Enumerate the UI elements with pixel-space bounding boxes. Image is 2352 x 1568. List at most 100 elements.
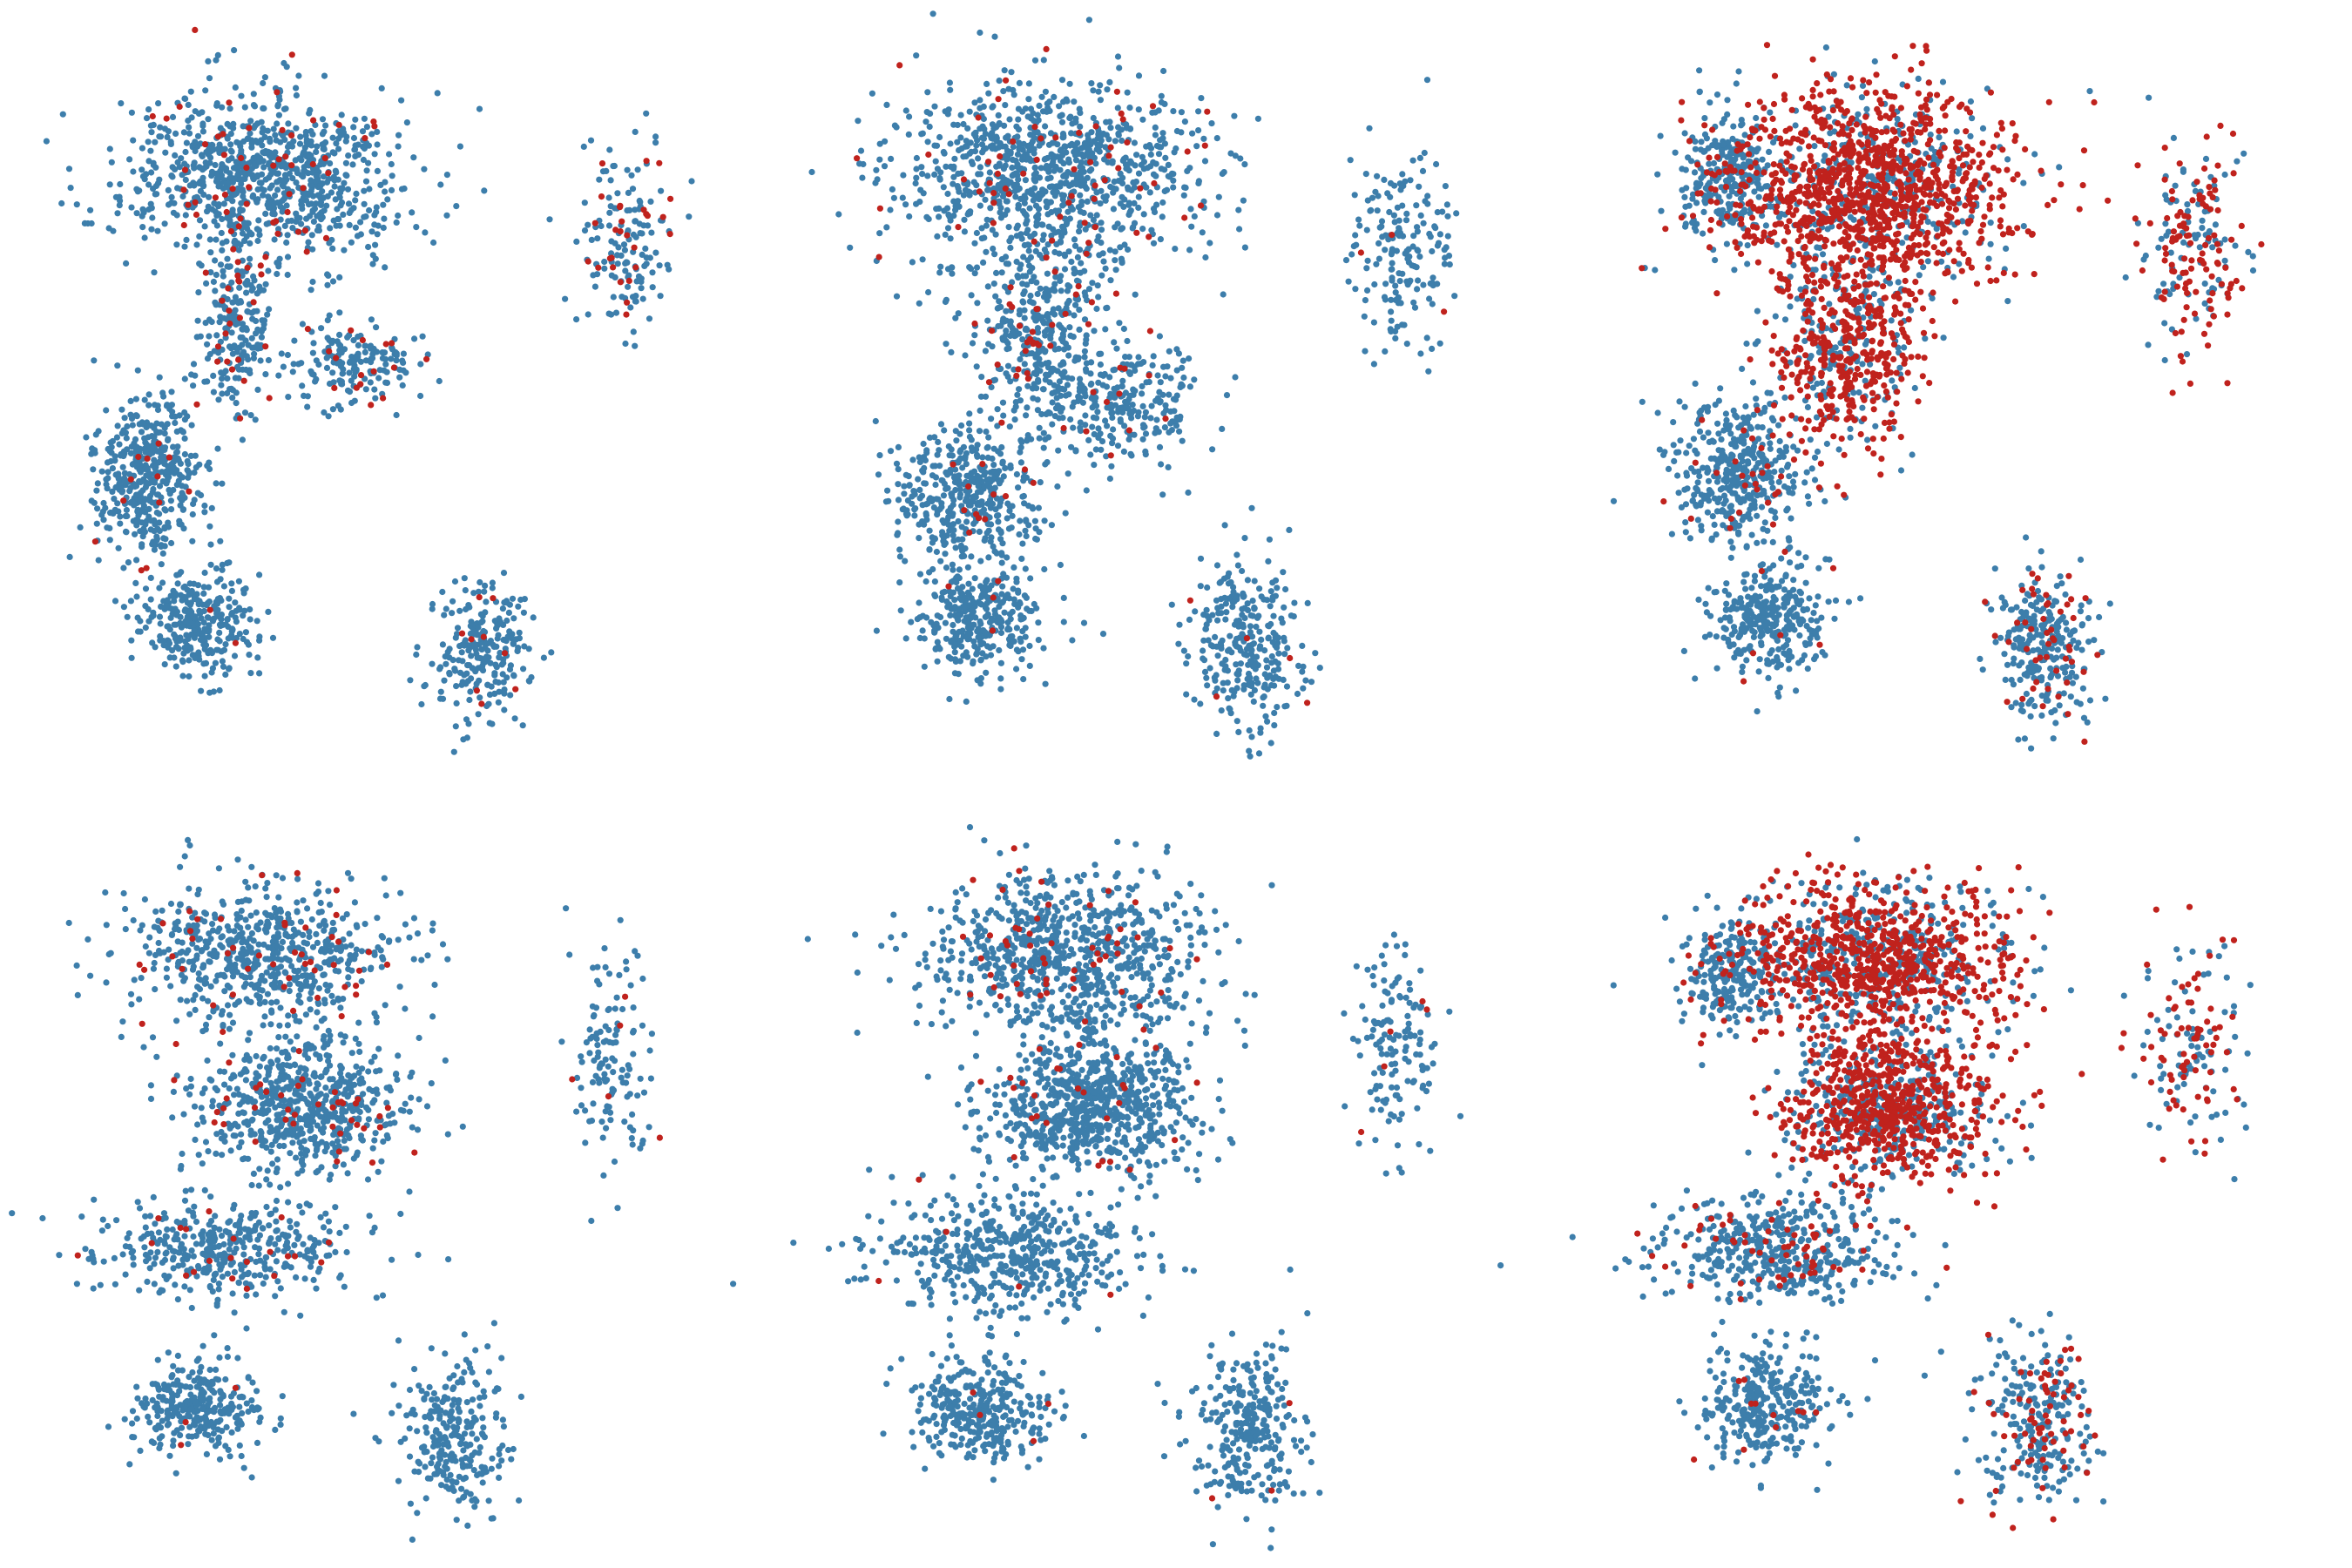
scatter-point (1071, 358, 1078, 364)
scatter-point (207, 647, 213, 653)
scatter-point (937, 169, 943, 175)
scatter-point (913, 180, 919, 186)
scatter-point (449, 610, 455, 616)
scatter-point (159, 456, 166, 462)
scatter-point (985, 283, 991, 289)
scatter-point (1119, 378, 1125, 384)
scatter-point (1118, 226, 1124, 233)
scatter-point (946, 443, 952, 449)
scatter-point (336, 309, 342, 315)
scatter-point (117, 521, 123, 527)
scatter-point (979, 225, 985, 231)
scatter-point (202, 570, 208, 576)
scatter-point (183, 212, 189, 218)
scatter-point (121, 479, 127, 485)
scatter-point (238, 200, 244, 206)
scatter-point (247, 616, 253, 622)
scatter-point (1009, 524, 1015, 531)
scatter-point (1119, 194, 1125, 200)
scatter-point (985, 554, 991, 560)
scatter-point (896, 466, 902, 472)
scatter-point (936, 644, 942, 650)
scatter-point (983, 81, 990, 87)
scatter-point (206, 524, 213, 530)
scatter-point (877, 141, 883, 147)
scatter-point (957, 590, 963, 596)
scatter-point (1417, 350, 1423, 356)
scatter-point (883, 224, 889, 230)
scatter-point (963, 450, 970, 456)
scatter-point (283, 177, 289, 183)
scatter-point (121, 604, 127, 610)
scatter-point (1048, 130, 1054, 136)
scatter-point (330, 278, 336, 284)
scatter-point (950, 181, 956, 187)
scatter-point (358, 372, 364, 378)
scatter-point (291, 338, 297, 344)
scatter-point (130, 168, 136, 174)
scatter-point (452, 578, 458, 585)
scatter-point (873, 418, 879, 424)
scatter-point (910, 488, 916, 494)
scatter-point (225, 136, 231, 142)
scatter-point (139, 544, 145, 550)
scatter-point (241, 378, 247, 384)
scatter-point (1026, 144, 1032, 150)
scatter-point (265, 149, 271, 155)
scatter-point (972, 148, 978, 154)
scatter-point (1058, 371, 1064, 377)
scatter-point (200, 591, 206, 597)
scatter-point (198, 492, 204, 498)
scatter-point (147, 148, 153, 154)
scatter-point (1058, 240, 1064, 246)
scatter-point (962, 605, 968, 611)
scatter-point (610, 163, 616, 169)
scatter-point (1064, 209, 1071, 215)
scatter-point (1051, 281, 1058, 287)
scatter-point (135, 615, 141, 621)
scatter-point (207, 160, 213, 166)
scatter-point (224, 209, 230, 215)
scatter-point (1045, 434, 1051, 440)
scatter-point (993, 270, 999, 276)
scatter-point (1048, 152, 1054, 158)
scatter-point (1048, 175, 1054, 181)
scatter-point (152, 139, 158, 145)
scatter-point (977, 164, 983, 170)
scatter-point (932, 578, 938, 585)
scatter-point (1018, 656, 1024, 662)
scatter-point (1085, 437, 1092, 443)
scatter-point (927, 435, 933, 441)
scatter-point (208, 562, 214, 568)
scatter-point (1032, 178, 1038, 184)
scatter-point (187, 602, 193, 608)
scatter-point (346, 200, 352, 206)
scatter-point (1144, 379, 1150, 385)
scatter-point (114, 435, 120, 441)
scatter-point (1006, 224, 1012, 230)
scatter-point (314, 144, 320, 150)
scatter-point (1084, 332, 1090, 338)
scatter-point (468, 618, 474, 625)
scatter-point (114, 500, 120, 506)
scatter-point (1065, 345, 1071, 351)
scatter-point (169, 461, 175, 467)
scatter-point (1024, 383, 1031, 389)
scatter-point (546, 216, 552, 222)
scatter-point (485, 640, 491, 646)
scatter-point (1004, 626, 1010, 632)
scatter-point (182, 167, 188, 173)
scatter-point (158, 133, 164, 139)
scatter-point (507, 666, 513, 672)
scatter-point (484, 682, 490, 688)
scatter-point (277, 177, 283, 183)
scatter-point (1013, 158, 1019, 164)
scatter-point (1077, 193, 1083, 199)
scatter-point (233, 640, 239, 646)
scatter-point (285, 209, 291, 215)
scatter-point (1420, 168, 1426, 174)
scatter-point (957, 638, 963, 644)
scatter-point (1040, 645, 1046, 652)
scatter-point (325, 273, 331, 279)
scatter-point (215, 396, 221, 402)
